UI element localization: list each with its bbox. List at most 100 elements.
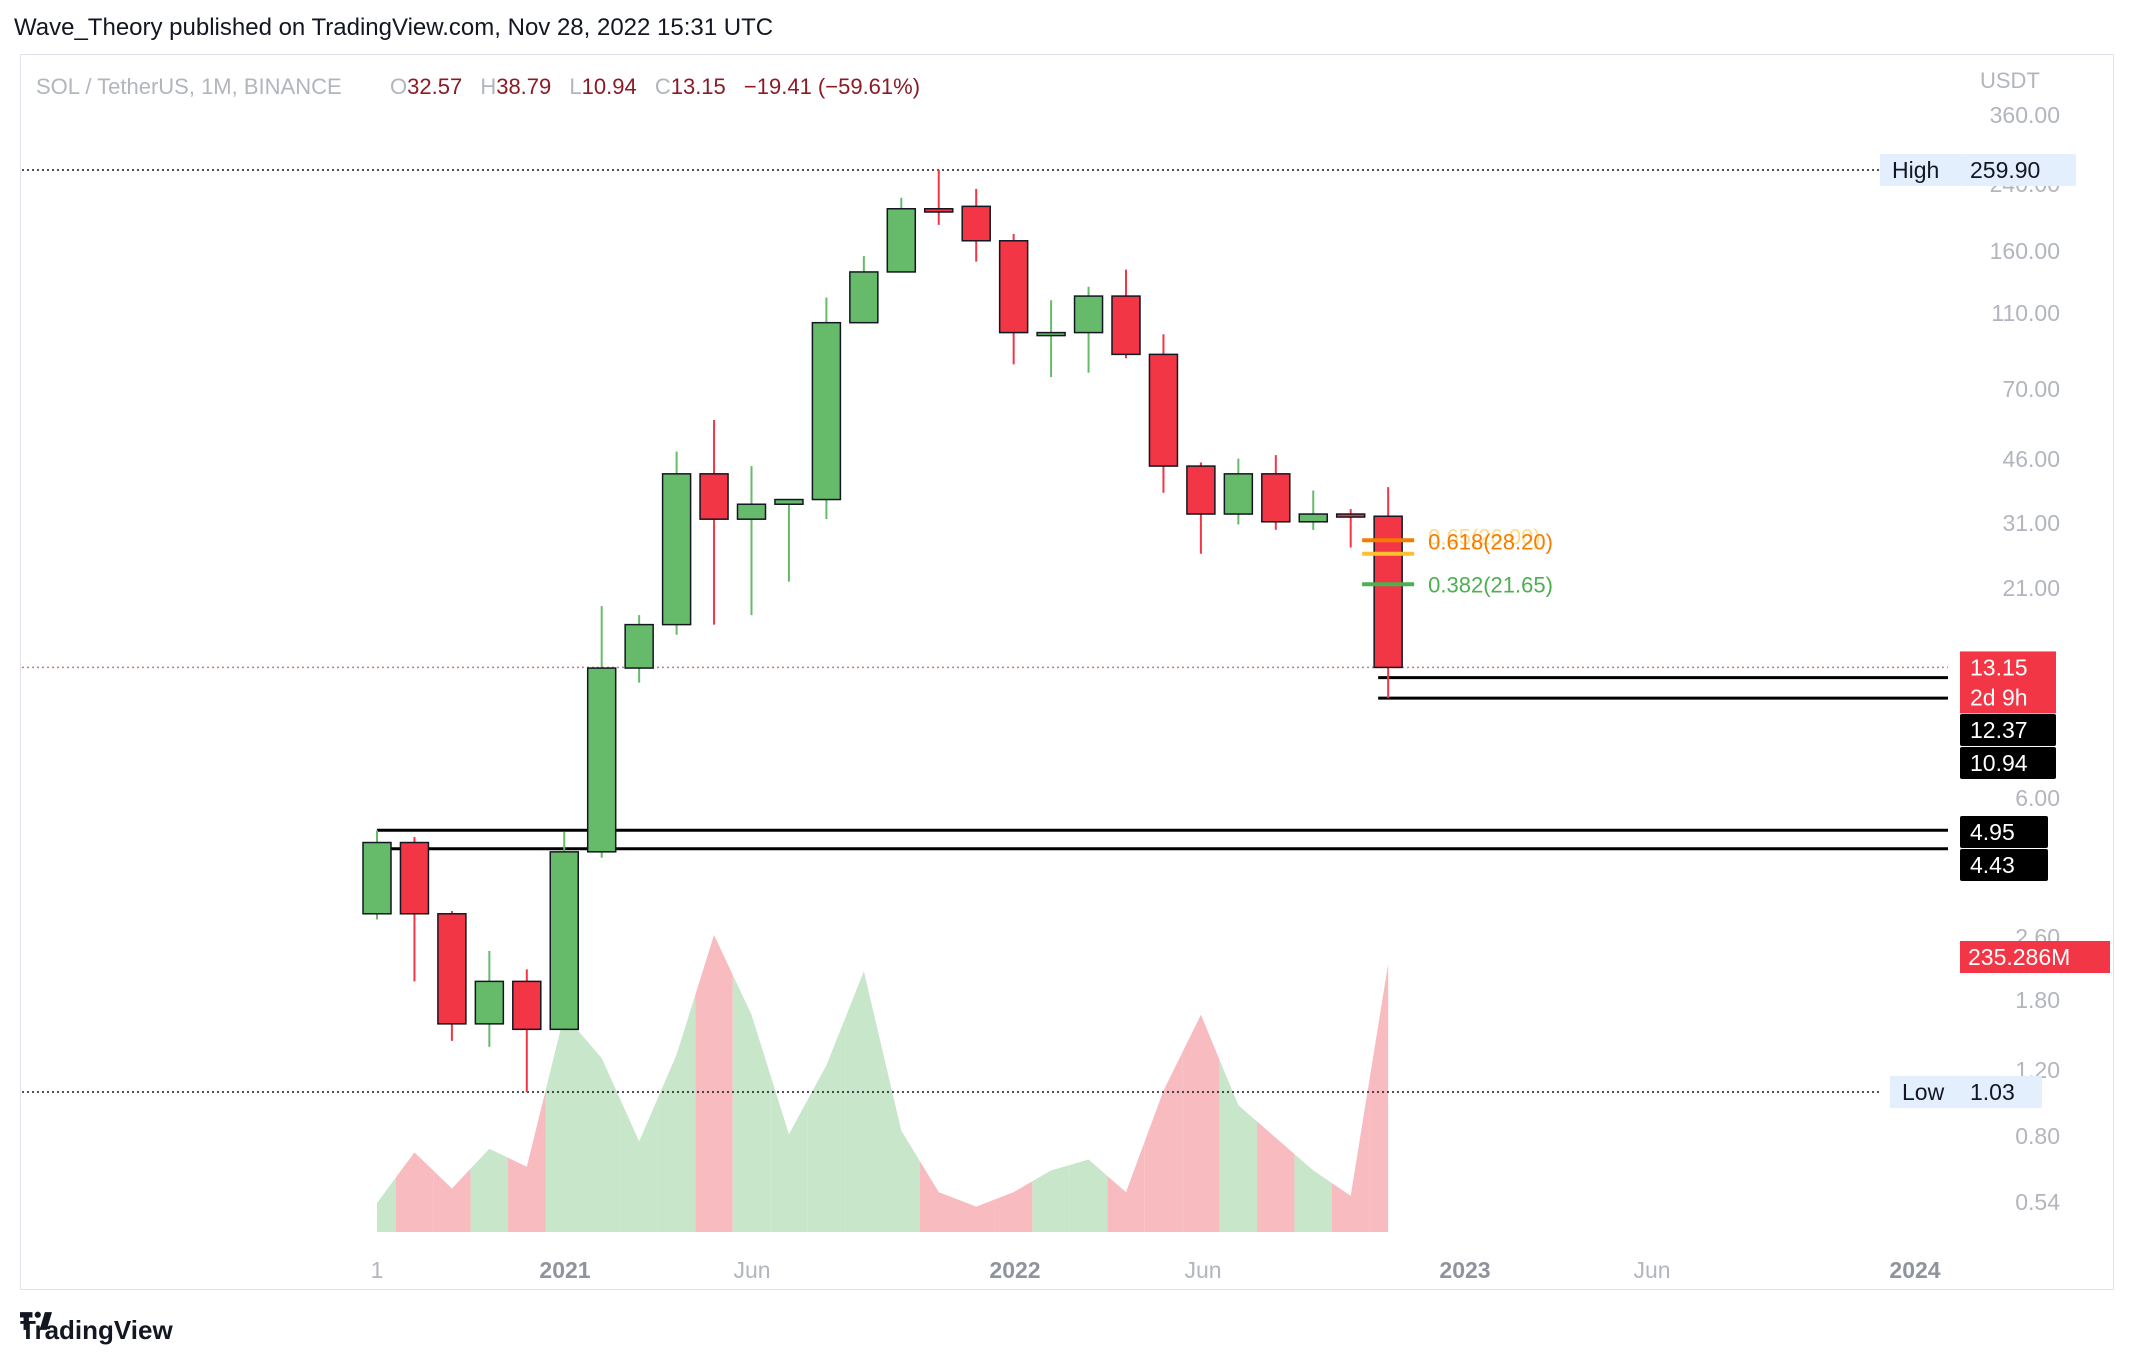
y-tick-label: 0.80 (2015, 1123, 2060, 1149)
countdown-tag: 2d 9h (1970, 684, 2028, 710)
y-tick-label: 46.00 (2002, 446, 2060, 472)
level-tag-1094: 10.94 (1970, 750, 2028, 776)
y-tick-label: 0.54 (2015, 1189, 2060, 1215)
volume-layer (377, 935, 1389, 1232)
footer[interactable]: TradingView (20, 1310, 173, 1350)
y-tick-label: 360.00 (1990, 102, 2060, 128)
volume-area (1369, 963, 1389, 1232)
y-tick-label: 21.00 (2002, 575, 2060, 601)
level-tag-1237-bg (1960, 714, 2056, 746)
volume-area (1257, 1121, 1295, 1232)
chart[interactable]: 0.65(26.00)0.618(28.20) 0.382(21.65) 360.… (0, 0, 2132, 1310)
volume-area (1294, 1154, 1332, 1232)
low-tag-value: 1.03 (1970, 1079, 2015, 1105)
current-price-tag: 13.15 (1970, 654, 2028, 680)
volume-area (1331, 1079, 1370, 1232)
candle-body (549, 851, 579, 1031)
level-tag-443-bg (1960, 849, 2048, 881)
candle-body (661, 473, 692, 626)
price-axis: 360.00240.00160.00110.0070.0046.0031.002… (1990, 102, 2061, 1215)
low-tag-value-bg (1960, 1076, 2042, 1108)
candle-body (1223, 473, 1254, 515)
candle-body (849, 271, 879, 324)
level-lines-layer (22, 169, 1948, 1093)
volume-area (807, 1018, 846, 1232)
y-tick-label: 1.80 (2015, 987, 2060, 1013)
candle-body (811, 321, 842, 501)
level-tag-495-bg (1960, 816, 2048, 848)
volume-area (1069, 1159, 1108, 1232)
x-tick-label: Jun (733, 1257, 770, 1283)
high-tag-label: High (1892, 157, 1939, 183)
x-tick-label: Jun (1633, 1257, 1670, 1283)
volume-area (695, 935, 733, 1232)
candle-body (924, 207, 954, 213)
y-tick-label: 6.00 (2015, 785, 2060, 811)
candle-body (1036, 331, 1066, 337)
level-tag-1237: 12.37 (1970, 717, 2028, 743)
candle-body (362, 841, 392, 915)
fib-label: 0.618(28.20) (1428, 529, 1553, 554)
candle-body (1148, 353, 1179, 467)
tradingview-logo-icon (20, 1311, 52, 1330)
volume-area (620, 1097, 658, 1232)
candle-body (1261, 473, 1291, 523)
price-labels: High 259.90 Low 1.03 13.15 2d 9h 12.37 10.94 4.9… (1880, 154, 2110, 1108)
fib-layer: 0.65(26.00)0.618(28.20) 0.382(21.65) (1362, 525, 1553, 597)
volume-area (732, 974, 771, 1232)
fib-label: 0.382(21.65) (1428, 572, 1553, 597)
volume-area (770, 1074, 808, 1232)
level-tag-443: 4.43 (1970, 852, 2015, 878)
x-tick-label: 1 (371, 1257, 384, 1283)
volume-area (882, 1050, 921, 1232)
high-tag-value-bg (1960, 154, 2076, 186)
y-tick-label: 110.00 (1991, 300, 2060, 326)
candle-body (437, 913, 467, 1025)
volume-tag-bg (1960, 941, 2110, 973)
volume-area (957, 1199, 995, 1232)
volume-area (657, 994, 696, 1232)
candle-body (1298, 513, 1328, 523)
axis-unit: USDT (1980, 68, 2040, 93)
x-tick-label: 2022 (989, 1257, 1040, 1283)
x-tick-label: 2023 (1439, 1257, 1490, 1283)
candle-body (998, 240, 1029, 334)
high-tag-bg (1880, 154, 1960, 186)
candle-body (624, 623, 654, 669)
volume-area (508, 1090, 546, 1232)
candle-body (886, 207, 917, 273)
candle-body (699, 473, 729, 520)
candle-body (1186, 465, 1216, 515)
volume-tag: 235.286M (1968, 944, 2070, 970)
volume-area (845, 971, 883, 1232)
candle-body (474, 980, 505, 1025)
x-tick-label: 2024 (1889, 1257, 1940, 1283)
volume-area (377, 1177, 396, 1232)
candle-body (774, 498, 804, 505)
volume-area (582, 1036, 621, 1232)
volume-area (994, 1181, 1033, 1232)
volume-area (1219, 1059, 1258, 1232)
candle-body (736, 503, 767, 520)
volume-area (1182, 1014, 1220, 1232)
legend-symbol: SOL / TetherUS, 1M, BINANCE (36, 74, 342, 99)
low-tag-bg (1890, 1076, 1960, 1108)
volume-area (920, 1161, 958, 1232)
level-tag-495: 4.95 (1970, 819, 2015, 845)
chart-frame (20, 54, 2114, 1290)
y-tick-label: 70.00 (2002, 376, 2060, 402)
y-tick-label: 31.00 (2002, 510, 2060, 536)
fib-label: 0.65(26.00) (1428, 525, 1541, 550)
volume-area (545, 1014, 583, 1232)
volume-area (470, 1148, 509, 1232)
legend-ohlc: O32.57 H38.79 L10.94 C13.15 −19.41 (−59.… (390, 74, 920, 99)
x-tick-label: 2021 (539, 1257, 590, 1283)
volume-area (1144, 1052, 1183, 1232)
time-axis: 1 2021 Jun 2022 Jun 2023 Jun 2024 (371, 1257, 1941, 1283)
candle-body (512, 980, 542, 1031)
candles-layer (362, 170, 1403, 1092)
candle-body (399, 841, 430, 915)
x-tick-label: Jun (1184, 1257, 1221, 1283)
y-tick-label: 160.00 (1990, 238, 2060, 264)
candle-body (1073, 295, 1104, 334)
